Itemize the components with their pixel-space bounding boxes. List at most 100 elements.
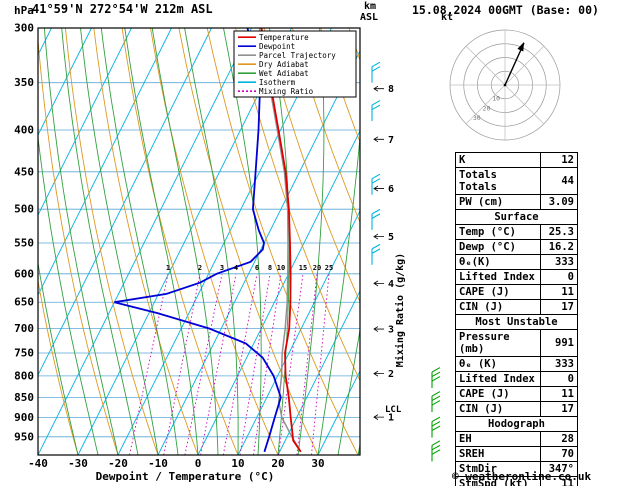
wet-adiabat-line bbox=[297, 28, 325, 455]
stats-row: Totals Totals 44 bbox=[454, 167, 578, 195]
mixing-ratio-label: 4 bbox=[234, 264, 238, 272]
isotherm-line bbox=[197, 129, 360, 455]
temp-tick-label: 10 bbox=[231, 457, 244, 470]
stat-value: 16.2 bbox=[540, 239, 578, 255]
temp-tick-label: -30 bbox=[68, 457, 88, 470]
dry-adiabat-line bbox=[178, 28, 319, 455]
mixing-ratio-line bbox=[296, 273, 318, 455]
stat-label: Pressure (mb) bbox=[454, 329, 542, 357]
hodograph-spoke bbox=[465, 84, 506, 125]
pressure-tick-label: 700 bbox=[14, 322, 34, 335]
wet-adiabat-line bbox=[317, 132, 360, 455]
datetime-label: 15.08.2024 00GMT (Base: 00) bbox=[412, 3, 599, 17]
legend-label: Isotherm bbox=[259, 78, 296, 87]
km-tick-label: 4 bbox=[388, 279, 394, 290]
skewt-grid bbox=[38, 28, 360, 455]
mixing-ratio-line bbox=[311, 273, 330, 455]
km-tick-arrow-icon bbox=[373, 85, 384, 92]
dry-adiabat-line bbox=[291, 28, 360, 224]
dry-adiabat-line bbox=[93, 28, 199, 455]
wet-adiabat-line bbox=[80, 28, 159, 455]
mixing-ratio-label: 25 bbox=[325, 264, 333, 272]
dry-adiabat-line bbox=[121, 28, 239, 455]
temp-tick-label: -10 bbox=[148, 457, 168, 470]
dry-adiabat-line bbox=[263, 28, 360, 303]
hodograph-spoke bbox=[504, 84, 545, 125]
stat-label: StmDir bbox=[454, 461, 542, 477]
mixing-ratio-label: 15 bbox=[299, 264, 307, 272]
stat-label: CAPE (J) bbox=[454, 386, 542, 402]
wind-barb-icon bbox=[431, 391, 441, 413]
stat-value: 991 bbox=[540, 329, 578, 357]
plot-border bbox=[37, 27, 361, 456]
km-tick-label: 5 bbox=[388, 232, 394, 243]
pressure-tick-label: 650 bbox=[14, 296, 34, 309]
stats-section-title: Hodograph bbox=[455, 416, 578, 432]
dry-adiabat-line bbox=[64, 28, 159, 455]
stat-value: 0 bbox=[540, 371, 578, 387]
pressure-tick-label: 300 bbox=[14, 22, 34, 35]
mixing-ratio-label: 8 bbox=[268, 264, 272, 272]
km-tick-label: 2 bbox=[388, 369, 394, 380]
wet-adiabat-line bbox=[151, 28, 219, 455]
pressure-tick-label: 800 bbox=[14, 369, 34, 382]
pressure-tick-label: 850 bbox=[14, 391, 34, 404]
dewpoint-curve bbox=[114, 28, 282, 453]
legend-label: Dewpoint bbox=[259, 42, 295, 51]
stat-label: Dewp (°C) bbox=[454, 239, 542, 255]
mixing-ratio-label: 2 bbox=[198, 264, 202, 272]
stats-table-surface: Surface Temp (°C) 25.3 Dewp (°C) 16.2 θₑ(K) 33… bbox=[454, 209, 578, 315]
isotherm-line bbox=[38, 28, 132, 217]
hodograph-spoke bbox=[465, 45, 506, 86]
stats-table-indices: K 12 Totals Totals 44 PW (cm) 3.09 bbox=[454, 152, 578, 210]
wet-adiabat-line bbox=[100, 28, 179, 455]
stats-row: θₑ (K) 333 bbox=[454, 356, 578, 372]
km-tick-label: 6 bbox=[388, 184, 394, 195]
stats-row: EH 28 bbox=[454, 431, 578, 447]
pressure-unit-label: hPa bbox=[14, 4, 34, 17]
mixing-ratio-line bbox=[278, 273, 304, 455]
stat-value: 70 bbox=[540, 446, 578, 462]
km-tick-label: 1 bbox=[388, 413, 394, 424]
parcel-curve bbox=[258, 28, 302, 453]
stat-label: CIN (J) bbox=[454, 401, 542, 417]
pressure-tick-label: 550 bbox=[14, 236, 34, 249]
stats-row: Dewp (°C) 16.2 bbox=[454, 239, 578, 255]
stats-row: Lifted Index 0 bbox=[454, 371, 578, 387]
mixing-ratio-line bbox=[222, 273, 258, 455]
pressure-tick-label: 500 bbox=[14, 203, 34, 216]
km-tick-arrow-icon bbox=[373, 370, 384, 377]
stat-value: 17 bbox=[540, 401, 578, 417]
km-tick-label: 7 bbox=[388, 135, 394, 146]
wind-barb-icon bbox=[371, 100, 381, 122]
isotherm-line bbox=[38, 28, 212, 377]
stats-section-title: Most Unstable bbox=[455, 314, 578, 330]
isotherm-line bbox=[157, 49, 360, 455]
wind-barb-icon bbox=[431, 440, 441, 462]
km-tick-arrow-icon bbox=[373, 185, 384, 192]
stat-label: K bbox=[454, 152, 542, 168]
stats-row: CIN (J) 17 bbox=[454, 299, 578, 315]
pressure-tick-label: 450 bbox=[14, 165, 34, 178]
mixing-ratio-label: 20 bbox=[313, 264, 321, 272]
stats-row: PW (cm) 3.09 bbox=[454, 194, 578, 210]
legend-label: Dry Adiabat bbox=[259, 60, 309, 69]
km-tick-arrow-icon bbox=[373, 233, 384, 240]
mixing-ratio-axis-label: Mixing Ratio (g/kg) bbox=[394, 253, 406, 367]
stats-row: StmDir 347° bbox=[454, 461, 578, 477]
isotherm-line bbox=[117, 28, 332, 455]
stat-value: 11 bbox=[540, 476, 578, 486]
copyright-label: © weatheronline.co.uk bbox=[452, 470, 592, 483]
legend-label: Mixing Ratio bbox=[259, 87, 314, 96]
stat-value: 12 bbox=[540, 152, 578, 168]
wind-barb-icon bbox=[431, 367, 441, 389]
temp-tick-label: 30 bbox=[311, 457, 324, 470]
pressure-tick-label: 600 bbox=[14, 267, 34, 280]
stats-row: θₑ(K) 333 bbox=[454, 254, 578, 270]
wind-barb-icon bbox=[371, 208, 381, 230]
legend-label: Wet Adiabat bbox=[259, 69, 309, 78]
stats-panel: K 12 Totals Totals 44 PW (cm) 3.09 Surface Temp… bbox=[454, 152, 578, 486]
dry-adiabat-line bbox=[150, 28, 279, 455]
wet-adiabat-line bbox=[43, 28, 119, 455]
